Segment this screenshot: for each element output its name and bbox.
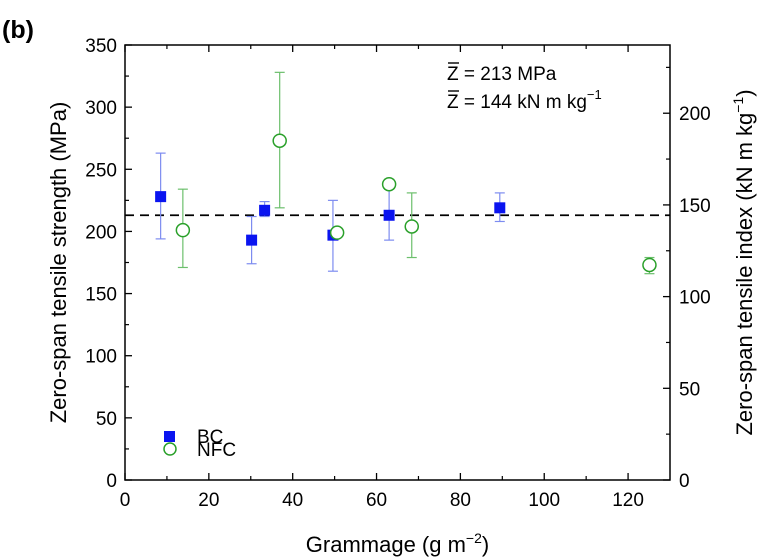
nfc-point — [272, 133, 287, 148]
annotation-block: Z = 213 MPa Z = 144 kN m kg−1 — [447, 62, 602, 113]
plot-marks — [125, 71, 670, 275]
x-axis-title: Grammage (g m−2) — [306, 530, 489, 557]
legend-bc-label: BC — [197, 427, 223, 448]
y2-axis-title-base: Zero-span tensile index (kN m kg — [732, 113, 757, 436]
nfc-point — [404, 219, 420, 234]
annotation-index: Z = 144 kN m kg−1 — [447, 87, 602, 113]
nfc-point — [642, 257, 657, 273]
y-tick-label: 100 — [85, 347, 117, 368]
plot-frame — [124, 44, 671, 481]
x-tick-label: 120 — [612, 490, 644, 511]
x-tick-label: 80 — [450, 490, 471, 511]
panel-label: (b) — [2, 16, 34, 44]
annotation-index-symbol: Z — [447, 92, 459, 113]
y-tick-label: 150 — [85, 285, 117, 306]
x-axis-title-base: Grammage (g m — [306, 532, 466, 557]
annotation-index-text: = 144 kN m kg — [459, 92, 587, 113]
bc-point — [259, 204, 271, 216]
nfc-point — [381, 176, 397, 192]
x-axis-title-exp: −2 — [466, 530, 482, 546]
y-tick-label: 50 — [96, 409, 117, 430]
y2-tick-label: 200 — [679, 104, 711, 125]
bc-point — [494, 202, 506, 214]
y-tick-label: 200 — [85, 222, 117, 243]
y2-tick-label: 150 — [679, 196, 711, 217]
annotation-mpa-text: = 213 MPa — [459, 64, 557, 85]
annotation-mpa: Z = 213 MPa — [447, 64, 557, 85]
nfc-point — [329, 225, 345, 240]
y-tick-label: 300 — [85, 98, 117, 119]
y-tick-label: 250 — [85, 160, 117, 181]
y2-axis-title-close: ) — [732, 89, 757, 96]
bc-point — [383, 209, 395, 221]
y-axis-title: Zero-span tensile strength (MPa) — [46, 102, 71, 424]
y2-axis-title-exp: −1 — [730, 97, 746, 113]
x-tick-label: 20 — [198, 490, 219, 511]
y-tick-label: 0 — [106, 471, 117, 492]
y2-tick-label: 50 — [679, 379, 700, 400]
y2-tick-label: 0 — [679, 471, 690, 492]
y-tick-label: 350 — [85, 36, 117, 57]
y2-axis-title: Zero-span tensile index (kN m kg−1) — [730, 89, 757, 435]
y-axis-right: 0 50 100 150 200 — [663, 66, 711, 492]
y2-tick-label: 100 — [679, 288, 711, 309]
x-axis: 0 20 40 60 80 100 120 — [120, 45, 644, 511]
legend: BC NFC — [163, 427, 236, 461]
legend-nfc-marker — [163, 442, 177, 456]
x-tick-label: 0 — [120, 490, 131, 511]
bc-point — [155, 191, 167, 203]
annotation-mpa-symbol: Z — [447, 64, 459, 85]
x-tick-label: 40 — [282, 490, 303, 511]
bc-point — [246, 234, 258, 246]
y-axis-left: 0 50 100 150 200 250 300 350 — [85, 36, 132, 492]
legend-nfc-label: NFC — [197, 440, 236, 461]
annotation-index-exp: −1 — [587, 87, 602, 102]
x-tick-label: 100 — [528, 490, 560, 511]
x-tick-label: 60 — [366, 490, 387, 511]
legend-bc-marker — [164, 431, 175, 442]
x-axis-title-close: ) — [482, 532, 489, 557]
nfc-point — [175, 222, 191, 238]
